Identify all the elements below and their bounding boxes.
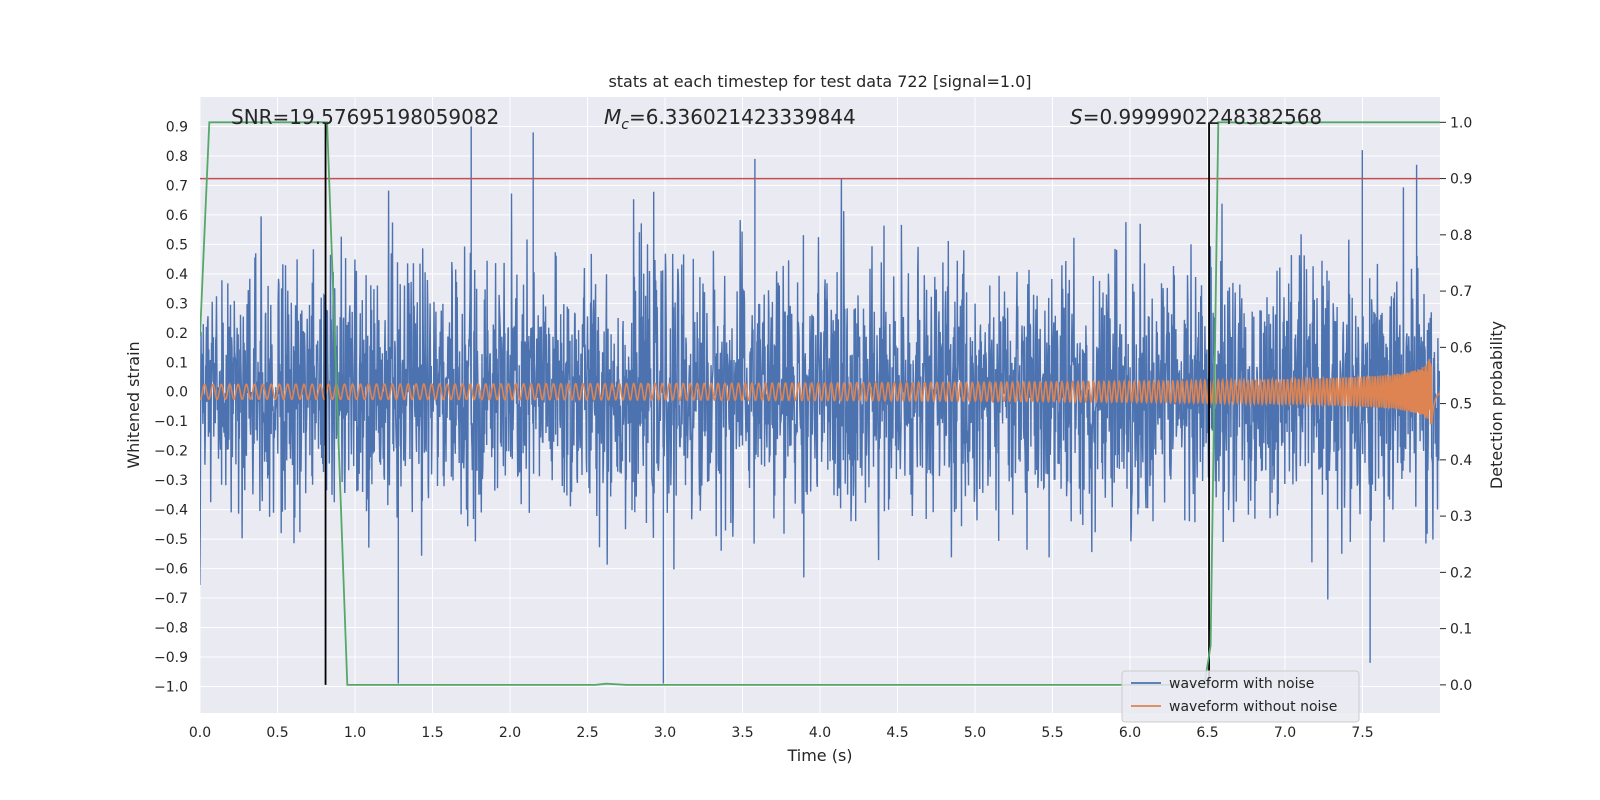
y2-tick-label: 0.8 (1450, 228, 1472, 244)
series-layer (200, 126, 1440, 684)
y-tick-label: −0.6 (154, 562, 188, 578)
x-tick-label: 2.5 (576, 725, 598, 741)
y-axis-label: Whitened strain (124, 341, 143, 468)
y2-tick-label: 0.9 (1450, 172, 1472, 188)
x-tick-label: 7.5 (1351, 725, 1373, 741)
legend-label-clean: waveform without noise (1169, 699, 1337, 715)
y-tick-labels: −1.0 −0.9 −0.8 −0.7 −0.6 −0.5 −0.4 −0.3 −0.2 −0.1… (154, 119, 188, 695)
x-tick-label: 5.0 (964, 725, 986, 741)
snr-annotation: SNR=19.57695198059082 (231, 105, 499, 129)
y2-tick-label: 0.4 (1450, 453, 1472, 469)
y-tick-label: −0.7 (154, 591, 188, 607)
x-tick-label: 5.5 (1041, 725, 1063, 741)
y2-tick-label: 0.7 (1450, 284, 1472, 300)
y-tick-label: 0.3 (166, 296, 188, 312)
x-tick-label: 3.0 (654, 725, 676, 741)
chirp-mass-symbol: M (604, 105, 621, 129)
overlay-layer (200, 121, 1440, 686)
y2-tick-label: 0.2 (1450, 565, 1472, 581)
x-tick-labels: 0.0 0.5 1.0 1.5 2.0 2.5 3.0 3.5 4.0 4.5 5.0 5.5 6.0 6… (189, 725, 1374, 741)
y-tick-label: −0.1 (154, 414, 188, 430)
y-tick-label: 0.4 (166, 267, 188, 283)
y2-axis-label: Detection probability (1487, 321, 1506, 489)
x-tick-label: 7.0 (1274, 725, 1296, 741)
s-value: =0.9999902248382568 (1083, 105, 1322, 129)
y2-tick-label: 0.3 (1450, 509, 1472, 525)
x-tick-label: 0.5 (266, 725, 288, 741)
s-symbol: S (1070, 105, 1083, 129)
y-tick-label: −1.0 (154, 679, 188, 695)
x-tick-label: 6.0 (1119, 725, 1141, 741)
y-tick-label: −0.4 (154, 503, 188, 519)
y-tick-label: 0.2 (166, 326, 188, 342)
x-tick-label: 0.0 (189, 725, 211, 741)
y-tick-label: 0.9 (166, 119, 188, 135)
y-tick-label: −0.2 (154, 444, 188, 460)
y2-tick-label: 0.5 (1450, 397, 1472, 413)
legend-label-noisy: waveform with noise (1169, 676, 1314, 692)
y-tick-label: 0.7 (166, 178, 188, 194)
legend-box (1121, 670, 1360, 723)
series-line-clean (200, 358, 1440, 425)
y-tick-label: −0.9 (154, 650, 188, 666)
x-tick-label: 2.0 (499, 725, 521, 741)
x-tick-label: 4.5 (886, 725, 908, 741)
series-line-noisy (200, 126, 1440, 684)
x-tick-label: 4.0 (809, 725, 831, 741)
y2-tick-labels: 0.0 0.1 0.2 0.3 0.4 0.5 0.6 0.7 0.8 0.9 1.0 (1440, 115, 1472, 694)
y2-tick-label: 0.1 (1450, 622, 1472, 638)
x-axis-label: Time (s) (786, 746, 852, 765)
y-tick-label: 0.0 (166, 385, 188, 401)
y-tick-label: −0.5 (154, 532, 188, 548)
x-tick-label: 1.0 (344, 725, 366, 741)
legend: waveform with noise waveform without noi… (1121, 670, 1360, 723)
chart-title: stats at each timestep for test data 722… (608, 72, 1031, 91)
y2-tick-label: 0.0 (1450, 678, 1472, 694)
s-annotation: S=0.9999902248382568 (1070, 105, 1322, 129)
y-tick-label: 0.8 (166, 149, 188, 165)
y2-tick-label: 1.0 (1450, 115, 1472, 131)
chirp-mass-subscript: c (621, 117, 629, 133)
y-tick-label: 0.5 (166, 237, 188, 253)
y-tick-label: 0.6 (166, 208, 188, 224)
x-tick-label: 3.5 (731, 725, 753, 741)
y-tick-label: −0.3 (154, 473, 188, 489)
y-tick-label: 0.1 (166, 355, 188, 371)
chirp-mass-value: =6.336021423339844 (629, 105, 856, 129)
y2-tick-label: 0.6 (1450, 340, 1472, 356)
x-tick-label: 1.5 (421, 725, 443, 741)
y-tick-label: −0.8 (154, 621, 188, 637)
series-line-probability (200, 121, 1440, 686)
x-tick-label: 6.5 (1196, 725, 1218, 741)
chirp-mass-annotation: Mc=6.336021423339844 (604, 105, 856, 133)
